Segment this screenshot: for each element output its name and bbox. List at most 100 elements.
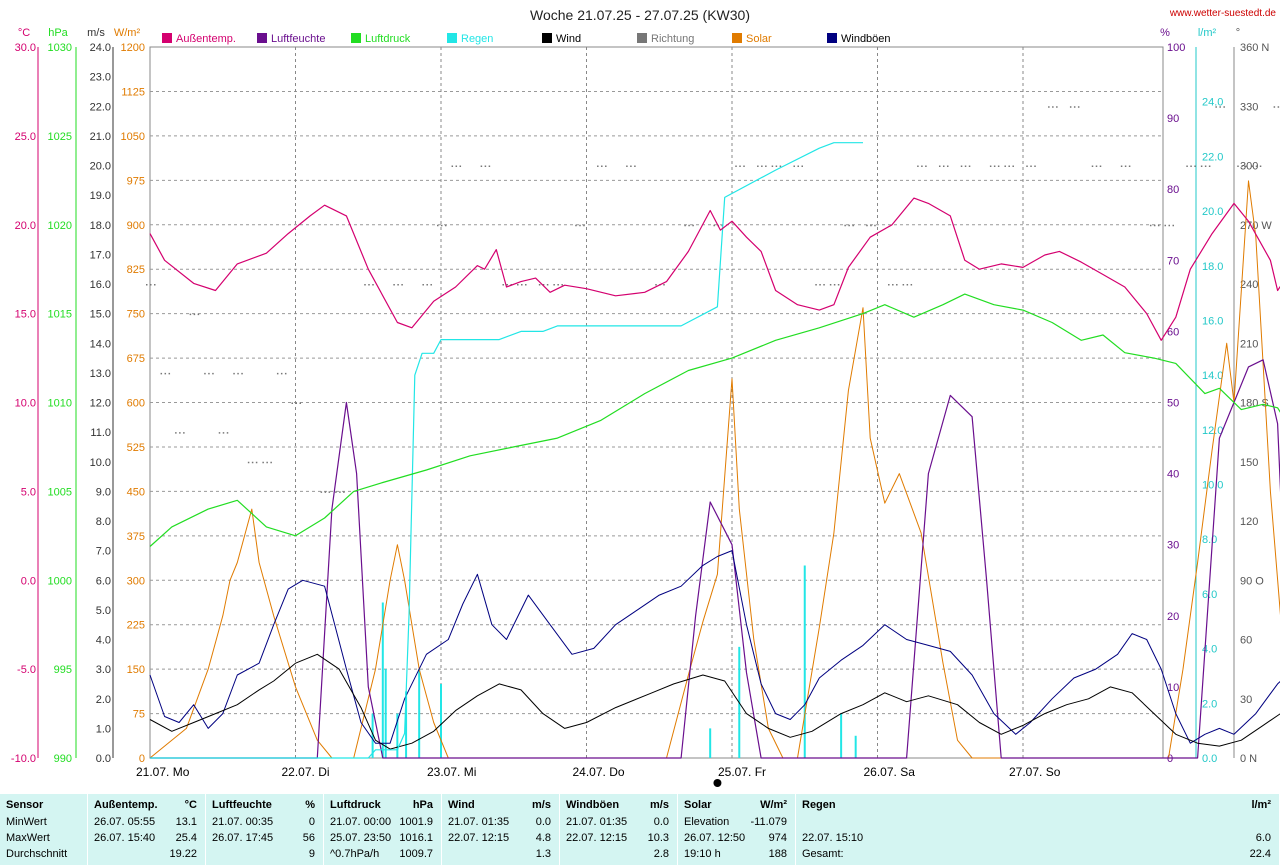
direction-point: [502, 284, 504, 286]
wind-tick-label: 19.0: [90, 190, 111, 202]
direction-point: [546, 284, 549, 286]
direction-point: [262, 461, 264, 464]
unit-header-solar: W/m²: [114, 27, 141, 39]
direction-point: [761, 165, 763, 167]
stats-row-label: Gesamt:: [802, 848, 844, 860]
unit-header-temp: °C: [18, 27, 30, 39]
gust-line: [149, 550, 1280, 744]
temp-tick-label: 0.0: [21, 575, 36, 587]
direction-point: [626, 165, 628, 167]
legend-swatch-temp: [162, 33, 172, 43]
direction-point: [721, 224, 723, 227]
direction-point: [397, 284, 399, 286]
direction-point: [280, 372, 283, 375]
direction-point: [833, 284, 836, 286]
direction-point: [1190, 165, 1192, 167]
direction-point: [1219, 106, 1221, 108]
direction-point: [1073, 106, 1076, 108]
humidity-line: [150, 359, 1280, 759]
direction-point: [1004, 165, 1006, 167]
direction-point: [852, 224, 854, 227]
stats-column: Außentemp. °C 26.07. 05:55 13.1 26.07. 15:40…: [88, 794, 206, 865]
legend-swatch-rain: [447, 33, 457, 43]
stats-unit: °C: [184, 799, 197, 811]
pressure-tick-label: 1025: [48, 131, 72, 143]
stats-value: 1009.7: [399, 848, 433, 860]
stats-value: 13.1: [175, 816, 197, 828]
direction-point: [179, 432, 181, 434]
direction-point: [601, 165, 603, 167]
rain-tick-label: 10.0: [1202, 480, 1223, 492]
direction-point: [793, 165, 795, 167]
stats-unit: hPa: [412, 799, 433, 811]
stats-unit: m/s: [532, 799, 551, 811]
direction-point: [339, 491, 341, 493]
legend-swatch-pressure: [351, 33, 361, 43]
legend-label-temp: Außentemp.: [176, 33, 236, 45]
direction-point: [1194, 165, 1196, 167]
stats-unit: W/m²: [760, 799, 787, 811]
stats-value: 19.22: [169, 848, 197, 860]
stats-value: 9: [308, 848, 315, 860]
rain-tick-label: 6.0: [1202, 589, 1217, 601]
direction-point: [226, 432, 229, 434]
rain-tick-label: 0.0: [1202, 753, 1217, 765]
rain-tick-label: 4.0: [1202, 644, 1217, 656]
direction-point: [797, 165, 799, 167]
legend-label-direction: Richtung: [651, 33, 694, 45]
humidity-tick-label: 50: [1167, 398, 1179, 410]
legend-swatch-gust: [827, 33, 837, 43]
direction-point: [372, 284, 374, 286]
website-label: www.wetter-suestedt.de: [1169, 8, 1277, 19]
direction-point: [823, 284, 825, 286]
direction-point: [713, 224, 715, 227]
solar-tick-label: 300: [127, 575, 145, 587]
direction-point: [1052, 106, 1054, 108]
direction-point: [634, 165, 636, 167]
temp-tick-label: 15.0: [15, 309, 36, 321]
stats-row-label: 21.07. 01:35: [566, 816, 628, 828]
direction-point: [630, 165, 632, 167]
wind-tick-label: 11.0: [90, 427, 111, 439]
wind-tick-label: 15.0: [90, 309, 111, 321]
direction-point: [942, 165, 945, 167]
stats-row-label: MaxWert: [6, 832, 50, 844]
direction-point: [557, 284, 559, 286]
direction-point: [739, 165, 741, 167]
direction-tick-label: 330: [1240, 101, 1258, 113]
wind-tick-label: 9.0: [96, 486, 111, 498]
direction-point: [459, 165, 462, 167]
stats-row-label: 21.07. 01:35: [448, 816, 510, 828]
solar-tick-label: 0: [139, 753, 145, 765]
stats-row-label: 26.07. 17:45: [212, 832, 274, 844]
solar-tick-label: 975: [127, 175, 145, 187]
solar-tick-label: 75: [133, 709, 145, 721]
stats-row-label: 25.07. 23:50: [330, 832, 392, 844]
wind-tick-label: 10.0: [90, 457, 111, 469]
x-day-label: 24.07. Do: [573, 765, 625, 779]
pressure-tick-label: 1015: [48, 309, 72, 321]
rain-tick-label: 2.0: [1202, 698, 1217, 710]
x-day-label: 21.07. Mo: [136, 765, 190, 779]
temp-tick-label: 20.0: [15, 220, 36, 232]
wind-tick-label: 22.0: [90, 101, 111, 113]
stats-value: 22.4: [1249, 848, 1271, 860]
rain-tick-label: 12.0: [1202, 425, 1223, 437]
direction-point: [1026, 165, 1028, 167]
stats-row-label: 26.07. 15:40: [94, 832, 156, 844]
direction-point: [1157, 224, 1160, 227]
direction-point: [688, 224, 690, 227]
stats-row-label: 21.07. 00:35: [212, 816, 274, 828]
solar-tick-label: 900: [127, 220, 145, 232]
direction-point: [1204, 165, 1207, 167]
stats-unit: l/m²: [1251, 799, 1271, 811]
direction-tick-label: 120: [1240, 516, 1258, 528]
stats-value: 1001.9: [399, 816, 433, 828]
solar-tick-label: 225: [127, 620, 145, 632]
direction-point: [906, 284, 909, 286]
direction-point: [189, 313, 192, 316]
direction-point: [779, 165, 782, 167]
stats-row-label: Durchschnitt: [6, 848, 68, 860]
stats-value: 0: [308, 816, 315, 828]
direction-tick-label: 90 O: [1240, 575, 1264, 587]
